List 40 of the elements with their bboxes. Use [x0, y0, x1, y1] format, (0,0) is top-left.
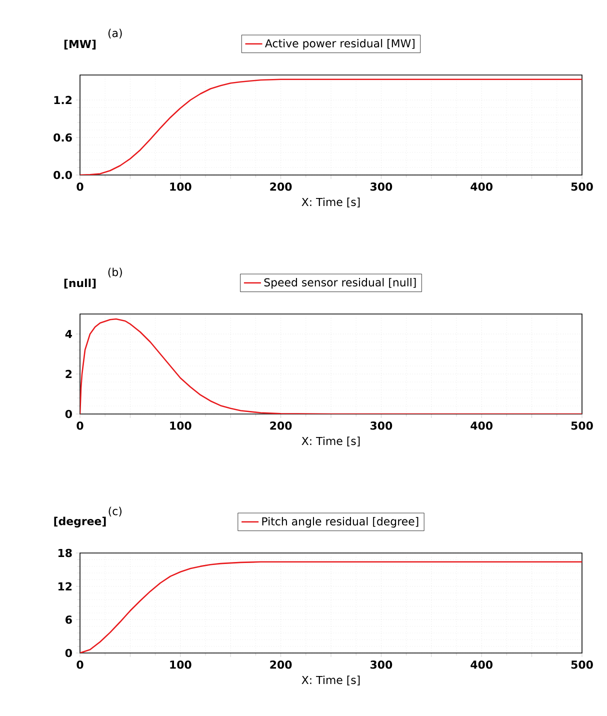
- x-tick-label: 0: [76, 660, 84, 669]
- x-tick-label: 200: [270, 182, 292, 191]
- y-axis-title: [degree]: [54, 516, 106, 528]
- legend-label: Speed sensor residual [null]: [264, 278, 416, 289]
- y-tick-label: 1.2: [54, 96, 72, 104]
- y-tick-label: 4: [65, 330, 72, 338]
- x-axis-title: X: Time [s]: [302, 676, 360, 686]
- x-tick-label: 300: [370, 422, 392, 430]
- x-axis-title: X: Time [s]: [302, 198, 360, 208]
- x-tick-label: 500: [571, 182, 593, 191]
- y-tick-label: 0.6: [54, 133, 72, 142]
- y-tick-label: 0: [65, 410, 72, 418]
- x-tick-label: 400: [470, 660, 493, 669]
- x-tick-label: 100: [170, 660, 192, 669]
- y-tick-label: 12: [58, 582, 72, 590]
- legend-label: Active power residual [MW]: [264, 38, 414, 50]
- legend-label: Pitch angle residual [degree]: [262, 516, 418, 528]
- y-tick-label: 18: [58, 548, 72, 558]
- chart-title: (b): [108, 268, 122, 278]
- y-axis-title: [MW]: [64, 40, 96, 50]
- x-axis-title: X: Time [s]: [302, 436, 360, 446]
- y-tick-label: 0.0: [54, 170, 72, 180]
- y-tick-label: 0: [65, 648, 72, 658]
- x-tick-label: 300: [370, 660, 392, 669]
- x-tick-label: 500: [571, 422, 593, 430]
- x-tick-label: 100: [170, 182, 192, 191]
- x-tick-label: 400: [470, 422, 493, 430]
- x-tick-label: 200: [270, 660, 292, 669]
- x-tick-label: 500: [571, 660, 593, 669]
- y-tick-label: 6: [66, 616, 72, 624]
- x-tick-label: 300: [370, 182, 392, 191]
- x-tick-label: 0: [76, 182, 84, 191]
- x-tick-label: 100: [170, 422, 192, 430]
- x-tick-label: 0: [76, 422, 84, 430]
- x-tick-label: 200: [270, 422, 292, 430]
- chart-title: (a): [108, 28, 122, 38]
- x-tick-label: 400: [470, 182, 493, 191]
- y-tick-label: 2: [66, 370, 72, 378]
- chart-title: (c): [108, 506, 122, 516]
- y-axis-title: [null]: [64, 278, 96, 288]
